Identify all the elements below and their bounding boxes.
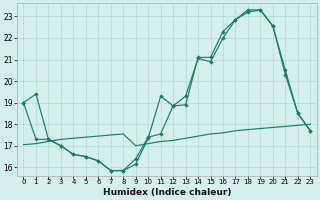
X-axis label: Humidex (Indice chaleur): Humidex (Indice chaleur) <box>103 188 231 197</box>
